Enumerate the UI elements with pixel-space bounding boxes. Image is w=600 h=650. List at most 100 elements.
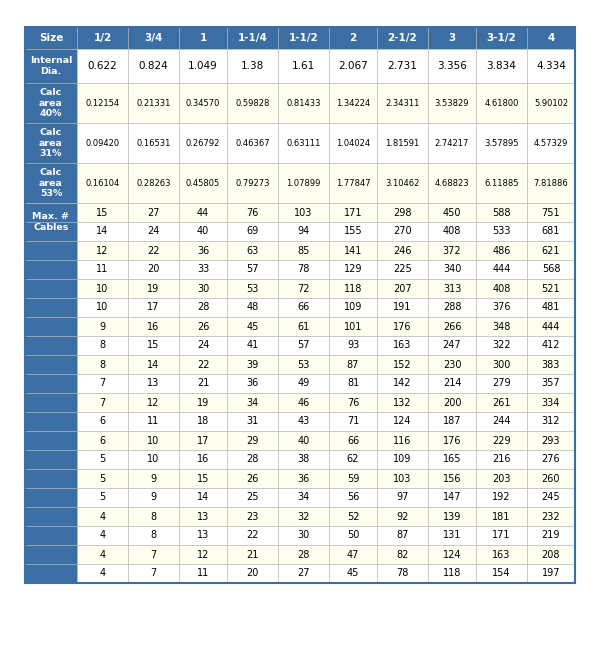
Bar	[527, 317, 575, 336]
Bar	[77, 260, 128, 279]
Bar	[179, 431, 227, 450]
Text: 444: 444	[542, 322, 560, 332]
Bar	[128, 279, 179, 298]
Bar	[428, 336, 476, 355]
Bar	[77, 393, 128, 412]
Bar	[179, 355, 227, 374]
Bar	[25, 336, 77, 355]
Bar	[278, 393, 329, 412]
Text: 124: 124	[443, 549, 461, 560]
Text: 0.28263: 0.28263	[136, 179, 171, 187]
Text: Calc
area
53%: Calc area 53%	[39, 168, 63, 198]
Bar	[227, 507, 278, 526]
Bar	[227, 431, 278, 450]
Bar	[476, 374, 527, 393]
Bar	[476, 123, 527, 163]
Text: 94: 94	[298, 226, 310, 237]
Bar	[128, 564, 179, 583]
Bar	[329, 450, 377, 469]
Text: 78: 78	[397, 569, 409, 578]
Bar	[377, 450, 428, 469]
Text: 225: 225	[393, 265, 412, 274]
Text: 3.834: 3.834	[487, 61, 517, 71]
Text: 171: 171	[492, 530, 511, 541]
Text: 244: 244	[492, 417, 511, 426]
Bar	[329, 317, 377, 336]
Bar	[25, 123, 77, 163]
Text: 154: 154	[492, 569, 511, 578]
Bar	[329, 393, 377, 412]
Bar	[77, 374, 128, 393]
Text: 26: 26	[247, 473, 259, 484]
Bar	[377, 123, 428, 163]
Bar	[227, 203, 278, 222]
Bar	[278, 412, 329, 431]
Text: 322: 322	[492, 341, 511, 350]
Bar	[377, 412, 428, 431]
Bar	[227, 123, 278, 163]
Bar	[179, 526, 227, 545]
Text: 30: 30	[298, 530, 310, 541]
Text: 155: 155	[344, 226, 362, 237]
Bar	[329, 123, 377, 163]
Text: 203: 203	[492, 473, 511, 484]
Bar	[25, 526, 77, 545]
Text: 3/4: 3/4	[145, 33, 163, 43]
Bar	[278, 83, 329, 123]
Text: 12: 12	[197, 549, 209, 560]
Bar	[278, 431, 329, 450]
Text: 298: 298	[393, 207, 412, 218]
Text: 23: 23	[247, 512, 259, 521]
Bar	[25, 27, 77, 49]
Text: 216: 216	[492, 454, 511, 465]
Text: 118: 118	[344, 283, 362, 294]
Bar	[77, 222, 128, 241]
Text: 40: 40	[298, 436, 310, 445]
Bar	[128, 526, 179, 545]
Text: 181: 181	[493, 512, 511, 521]
Bar	[428, 27, 476, 49]
Text: 7: 7	[100, 398, 106, 408]
Text: 521: 521	[542, 283, 560, 294]
Text: 621: 621	[542, 246, 560, 255]
Bar	[77, 83, 128, 123]
Text: 5.90102: 5.90102	[534, 99, 568, 107]
Text: 49: 49	[298, 378, 310, 389]
Text: 11: 11	[197, 569, 209, 578]
Text: 1.34224: 1.34224	[336, 99, 370, 107]
Bar	[179, 469, 227, 488]
Text: 21: 21	[197, 378, 209, 389]
Text: 312: 312	[542, 417, 560, 426]
Bar	[527, 488, 575, 507]
Bar	[476, 241, 527, 260]
Text: 163: 163	[394, 341, 412, 350]
Bar	[77, 507, 128, 526]
Bar	[77, 163, 128, 203]
Bar	[428, 412, 476, 431]
Text: 10: 10	[148, 436, 160, 445]
Bar	[128, 123, 179, 163]
Text: 486: 486	[493, 246, 511, 255]
Bar	[179, 393, 227, 412]
Bar	[77, 488, 128, 507]
Text: 48: 48	[247, 302, 259, 313]
Text: 46: 46	[298, 398, 310, 408]
Bar	[128, 222, 179, 241]
Bar	[128, 469, 179, 488]
Bar	[25, 222, 77, 241]
Text: 383: 383	[542, 359, 560, 369]
Bar	[278, 526, 329, 545]
Bar	[329, 564, 377, 583]
Bar	[227, 49, 278, 83]
Text: 5: 5	[100, 493, 106, 502]
Bar	[527, 545, 575, 564]
Bar	[476, 507, 527, 526]
Text: 93: 93	[347, 341, 359, 350]
Bar	[278, 279, 329, 298]
Text: 9: 9	[151, 473, 157, 484]
Text: 276: 276	[542, 454, 560, 465]
Text: 57: 57	[246, 265, 259, 274]
Bar	[329, 336, 377, 355]
Text: 12: 12	[148, 398, 160, 408]
Bar	[25, 431, 77, 450]
